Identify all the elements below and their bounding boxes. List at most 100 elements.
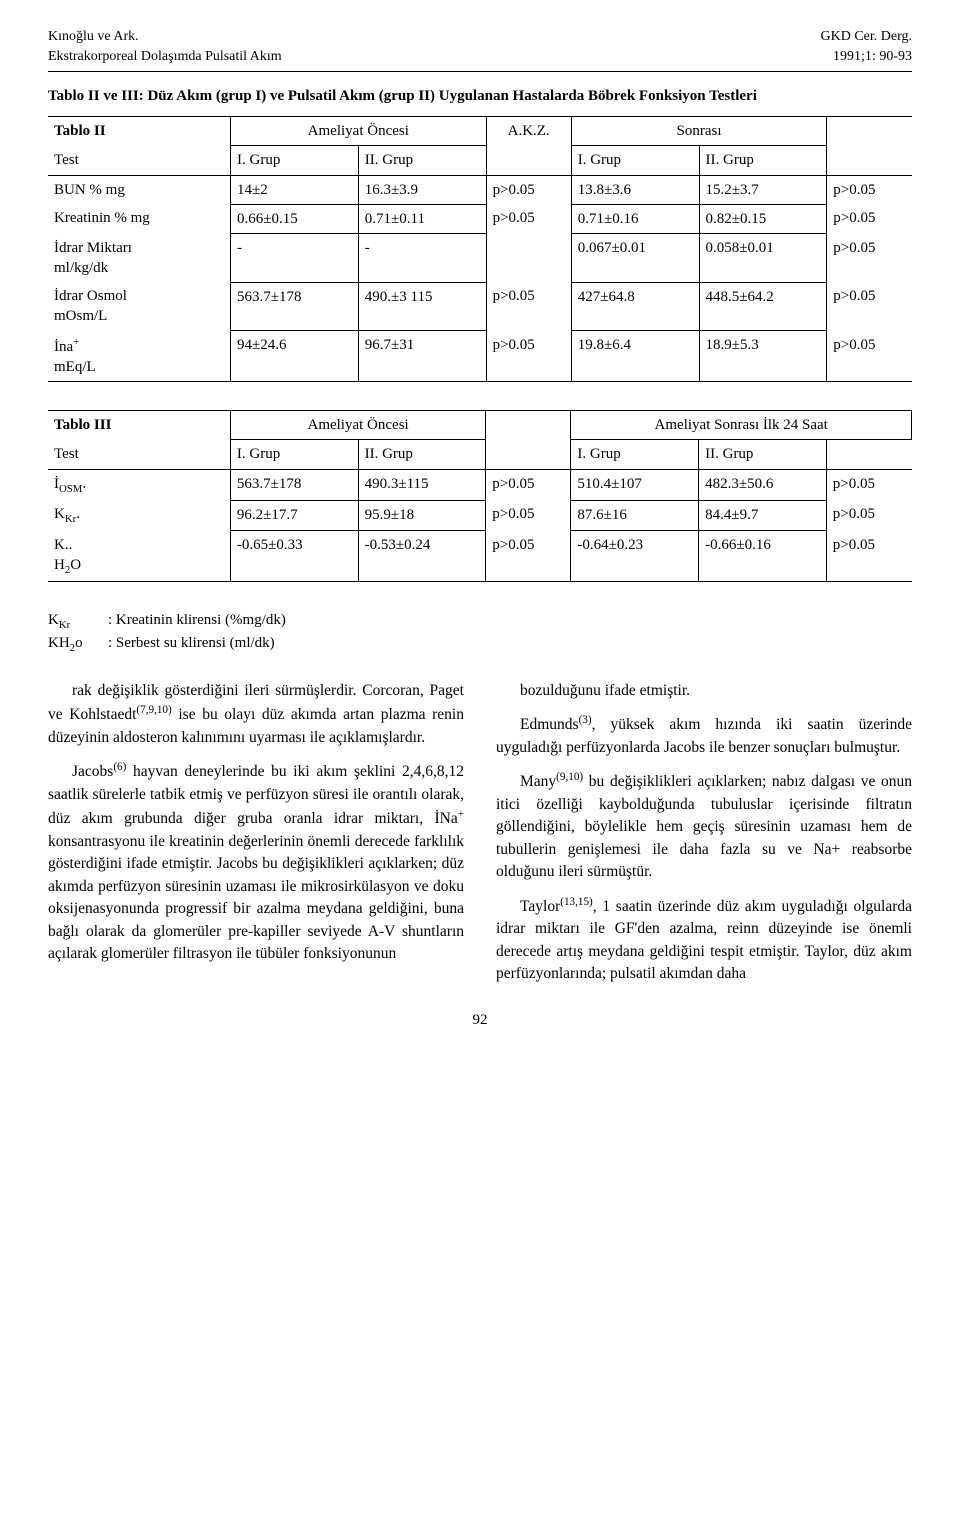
- row-cell: -: [231, 234, 359, 283]
- row-cell: 87.6±16: [571, 500, 699, 531]
- row-cell: p>0.05: [827, 331, 912, 382]
- table3-col-p1: [486, 440, 571, 469]
- table2-body: BUN % mg14±216.3±3.9p>0.0513.8±3.615.2±3…: [48, 175, 912, 382]
- table2-col-g4: II. Grup: [699, 146, 827, 175]
- table2-col-g2: II. Grup: [358, 146, 486, 175]
- table3-col-g4: II. Grup: [699, 440, 827, 469]
- row-label: İna+mEq/L: [48, 331, 231, 382]
- row-cell: -0.66±0.16: [699, 531, 827, 582]
- row-cell: p>0.05: [486, 469, 571, 500]
- table2-col-g3: I. Grup: [571, 146, 699, 175]
- row-cell: -0.65±0.33: [230, 531, 358, 582]
- table3-header-left: Ameliyat Öncesi: [230, 411, 485, 440]
- tables-caption: Tablo II ve III: Düz Akım (grup I) ve Pu…: [48, 86, 912, 106]
- legend-k1: KKr: [48, 610, 108, 633]
- row-cell: p>0.05: [827, 234, 912, 283]
- row-label: İdrar Miktarıml/kg/dk: [48, 234, 231, 283]
- table3-test-label: Test: [48, 440, 230, 469]
- row-cell: 0.82±0.15: [699, 204, 827, 233]
- row-cell: 0.71±0.11: [358, 204, 486, 233]
- row-cell: 490.±3 115: [358, 282, 486, 331]
- row-cell: 15.2±3.7: [699, 175, 827, 204]
- table2-col-g1: I. Grup: [231, 146, 359, 175]
- legend-v1: : Kreatinin klirensi (%mg/dk): [108, 610, 286, 633]
- table3-col-g2: II. Grup: [358, 440, 486, 469]
- row-cell: 482.3±50.6: [699, 469, 827, 500]
- row-cell: -0.64±0.23: [571, 531, 699, 582]
- table-row: İdrar OsmolmOsm/L563.7±178490.±3 115p>0.…: [48, 282, 912, 331]
- header-rule: [48, 71, 912, 72]
- table-row: İdrar Miktarıml/kg/dk--0.067±0.010.058±0…: [48, 234, 912, 283]
- table3-col-p2: [826, 440, 911, 469]
- table2-col-p1: [486, 146, 571, 175]
- table2-header-right: Sonrası: [571, 117, 827, 146]
- row-cell: p>0.05: [827, 282, 912, 331]
- row-cell: p>0.05: [486, 282, 571, 331]
- legend-k2: KH2o: [48, 633, 108, 656]
- table2-title: Tablo II: [54, 123, 106, 139]
- header-left-1: Kınoğlu ve Ark.: [48, 28, 139, 47]
- row-cell: 448.5±64.2: [699, 282, 827, 331]
- table-row: KKr.96.2±17.795.9±18p>0.0587.6±1684.4±9.…: [48, 500, 912, 531]
- row-cell: 490.3±115: [358, 469, 486, 500]
- row-cell: [486, 234, 571, 283]
- table-row: Kreatinin % mg0.66±0.150.71±0.11p>0.050.…: [48, 204, 912, 233]
- row-label: İdrar OsmolmOsm/L: [48, 282, 231, 331]
- row-cell: 0.71±0.16: [571, 204, 699, 233]
- body-text: rak değişiklik gösterdiğini ileri sürmüş…: [48, 680, 912, 986]
- body-p5: Many(9,10) bu değişiklikleri açıklarken;…: [496, 769, 912, 884]
- row-cell: 84.4±9.7: [699, 500, 827, 531]
- row-cell: p>0.05: [486, 531, 571, 582]
- body-p4: Edmunds(3), yüksek akım hızında iki saat…: [496, 712, 912, 759]
- table-row: İOSM.563.7±178490.3±115p>0.05510.4±10748…: [48, 469, 912, 500]
- table-2: Tablo II Ameliyat Öncesi A.K.Z. Sonrası …: [48, 116, 912, 382]
- row-cell: p>0.05: [486, 500, 571, 531]
- row-label: K..H2O: [48, 531, 230, 582]
- table3-col-g3: I. Grup: [571, 440, 699, 469]
- body-p6: Taylor(13,15), 1 saatin üzerinde düz akı…: [496, 894, 912, 986]
- table-row: BUN % mg14±216.3±3.9p>0.0513.8±3.615.2±3…: [48, 175, 912, 204]
- row-cell: 510.4±107: [571, 469, 699, 500]
- page-number: 92: [48, 1010, 912, 1030]
- row-cell: p>0.05: [826, 531, 911, 582]
- row-cell: 96.2±17.7: [230, 500, 358, 531]
- header-right-2: 1991;1: 90-93: [833, 48, 912, 67]
- body-p2: Jacobs(6) hayvan deneylerinde bu iki akı…: [48, 759, 464, 966]
- row-cell: 14±2: [231, 175, 359, 204]
- row-cell: 563.7±178: [231, 282, 359, 331]
- row-cell: 96.7±31: [358, 331, 486, 382]
- row-cell: 19.8±6.4: [571, 331, 699, 382]
- table2-test-label: Test: [48, 146, 231, 175]
- body-p1: rak değişiklik gösterdiğini ileri sürmüş…: [48, 680, 464, 750]
- row-label: BUN % mg: [48, 175, 231, 204]
- row-cell: 13.8±3.6: [571, 175, 699, 204]
- row-cell: p>0.05: [826, 500, 911, 531]
- table-3: Tablo III Ameliyat Öncesi Ameliyat Sonra…: [48, 410, 912, 582]
- legend-v2: : Serbest su klirensi (ml/dk): [108, 633, 275, 656]
- row-cell: -0.53±0.24: [358, 531, 486, 582]
- row-cell: 16.3±3.9: [358, 175, 486, 204]
- row-cell: p>0.05: [486, 175, 571, 204]
- row-cell: p>0.05: [486, 331, 571, 382]
- table3-header-right: Ameliyat Sonrası İlk 24 Saat: [571, 411, 912, 440]
- row-cell: -: [358, 234, 486, 283]
- table3-title: Tablo III: [54, 417, 111, 433]
- row-label: KKr.: [48, 500, 230, 531]
- row-cell: 0.067±0.01: [571, 234, 699, 283]
- header-left-2: Ekstrakorporeal Dolaşımda Pulsatil Akım: [48, 48, 282, 67]
- table2-col-p2: [827, 146, 912, 175]
- row-cell: p>0.05: [827, 204, 912, 233]
- table3-body: İOSM.563.7±178490.3±115p>0.05510.4±10748…: [48, 469, 912, 582]
- table-row: İna+mEq/L94±24.696.7±31p>0.0519.8±6.418.…: [48, 331, 912, 382]
- row-label: İOSM.: [48, 469, 230, 500]
- row-cell: 18.9±5.3: [699, 331, 827, 382]
- row-cell: 427±64.8: [571, 282, 699, 331]
- body-p3: bozulduğunu ifade etmiştir.: [496, 680, 912, 702]
- row-cell: p>0.05: [826, 469, 911, 500]
- legend: KKr : Kreatinin klirensi (%mg/dk) KH2o :…: [48, 610, 912, 655]
- header-right-1: GKD Cer. Derg.: [820, 28, 912, 47]
- row-cell: 563.7±178: [230, 469, 358, 500]
- row-cell: 94±24.6: [231, 331, 359, 382]
- row-cell: 0.66±0.15: [231, 204, 359, 233]
- row-cell: 95.9±18: [358, 500, 486, 531]
